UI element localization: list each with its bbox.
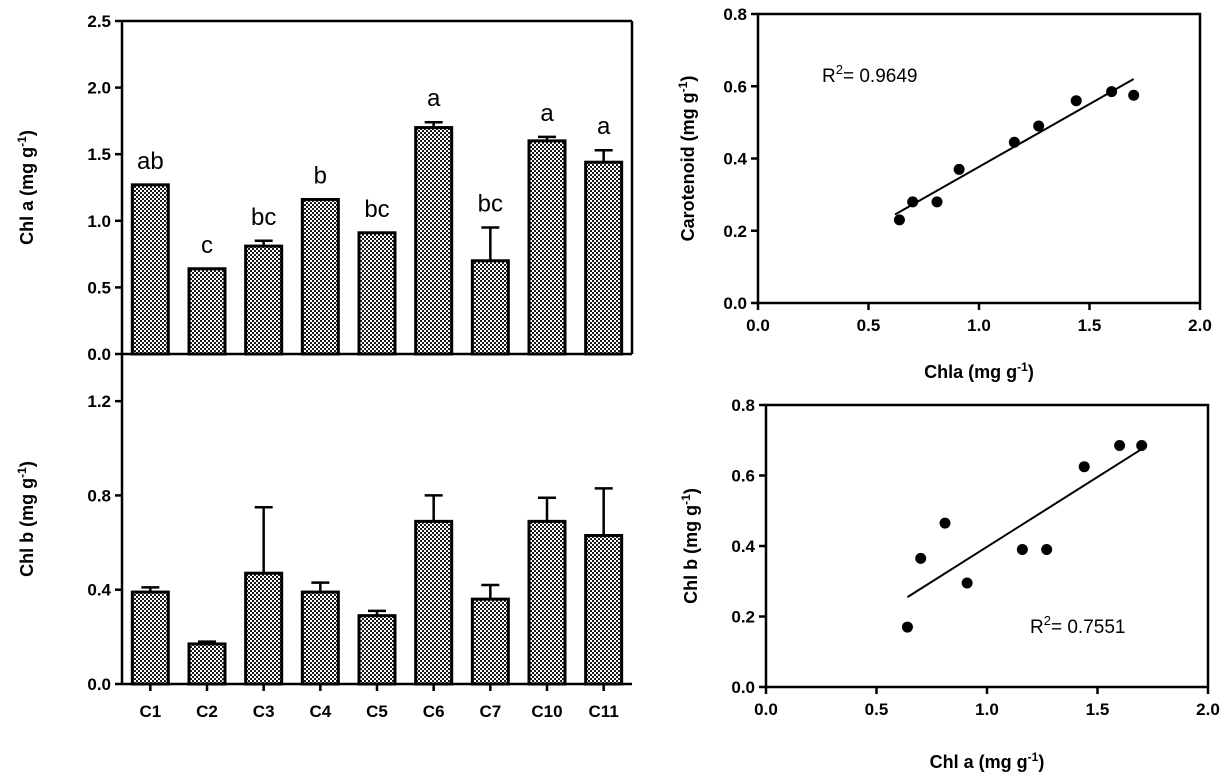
chlb-bar-chart: 0.0 0.4 0.8 1.2 C1 C2 C3 C4 C5 C6 C7 C10 C11 Chl b (m… — [15, 354, 632, 721]
data-point — [953, 163, 965, 175]
y-axis-title: Chl b (mg g-1) — [15, 461, 37, 577]
y-tick-label: 0.0 — [87, 345, 111, 364]
x-tick-label: 2.0 — [1188, 316, 1212, 335]
y-tick-label: 0.6 — [731, 467, 755, 486]
data-point — [1041, 544, 1053, 556]
r-squared-label: R2= 0.9649 — [822, 62, 917, 87]
significance-letter: a — [597, 113, 611, 140]
y-tick-label: 1.0 — [87, 212, 111, 231]
y-tick-label: 1.5 — [87, 145, 111, 164]
y-tick-label: 0.2 — [723, 222, 747, 241]
data-point — [901, 621, 913, 633]
x-tick-label: 1.0 — [967, 316, 991, 335]
category-label: C7 — [479, 702, 501, 721]
r-squared-label: R2= 0.7551 — [1030, 613, 1125, 638]
y-tick-label: 0.8 — [723, 5, 747, 24]
y-tick-label: 0.0 — [731, 678, 755, 697]
data-point — [1078, 461, 1090, 473]
plot-frame — [756, 12, 1202, 305]
bar — [187, 267, 227, 356]
category-label: C6 — [423, 702, 445, 721]
y-tick-label: 1.2 — [87, 392, 111, 411]
category-label: C3 — [253, 702, 275, 721]
data-point — [1016, 544, 1028, 556]
bar — [130, 590, 170, 686]
bar — [300, 197, 340, 356]
x-tick-label: 0.5 — [865, 700, 889, 719]
y-tick-label: 0.5 — [87, 278, 111, 297]
bar — [584, 534, 624, 686]
category-label: C10 — [531, 702, 562, 721]
y-tick-label: 0.0 — [87, 675, 111, 694]
significance-letter: bc — [364, 196, 389, 223]
y-tick-label: 0.6 — [723, 77, 747, 96]
bar — [414, 519, 454, 686]
bar — [470, 259, 510, 356]
bar — [187, 642, 227, 686]
bar — [130, 183, 170, 356]
significance-letter: a — [540, 100, 554, 127]
y-tick-label: 0.4 — [723, 150, 747, 169]
data-point — [1136, 440, 1148, 452]
y-tick-label: 0.4 — [731, 537, 755, 556]
y-axis-title: Carotenoid (mg g-1) — [676, 76, 698, 242]
category-label: C2 — [196, 702, 218, 721]
data-point — [1070, 95, 1082, 107]
data-point — [893, 214, 905, 226]
data-point — [1114, 440, 1126, 452]
bar — [414, 126, 454, 356]
chlb-scatter-chart: 0.0 0.2 0.4 0.6 0.8 0.0 0.5 1.0 1.5 2.0 R2= 0.7551… — [679, 396, 1220, 772]
bar — [244, 571, 284, 686]
data-point — [961, 577, 973, 589]
significance-letter: bc — [478, 190, 503, 217]
y-tick-label: 2.5 — [87, 12, 111, 31]
x-tick-label: 0.0 — [754, 700, 778, 719]
category-label: C11 — [589, 702, 619, 721]
x-tick-label: 1.5 — [1086, 700, 1110, 719]
x-tick-label: 0.5 — [857, 316, 881, 335]
x-axis-title: Chla (mg g-1) — [924, 360, 1034, 382]
bar — [300, 590, 340, 686]
data-point — [915, 552, 927, 564]
significance-letter: c — [201, 232, 213, 259]
carotenoid-scatter-chart: 0.0 0.2 0.4 0.6 0.8 0.0 0.5 1.0 1.5 2.0 R2= 0.9649… — [676, 5, 1212, 382]
category-label: C1 — [139, 702, 161, 721]
y-tick-label: 0.8 — [87, 486, 111, 505]
x-tick-label: 1.0 — [975, 700, 999, 719]
y-axis-title: Chl b (mg g-1) — [679, 488, 701, 604]
y-tick-label: 0.4 — [87, 581, 111, 600]
regression-line — [906, 448, 1143, 598]
bar — [244, 244, 284, 356]
x-axis-title: Chl a (mg g-1) — [930, 750, 1045, 772]
x-tick-label: 1.5 — [1078, 316, 1102, 335]
significance-letter: a — [427, 85, 441, 112]
bar — [470, 597, 510, 686]
bar — [357, 231, 397, 356]
data-point — [939, 517, 951, 529]
category-label: C4 — [309, 702, 331, 721]
y-tick-label: 2.0 — [87, 79, 111, 98]
data-point — [1008, 136, 1020, 148]
category-label: C5 — [366, 702, 388, 721]
significance-letter: bc — [251, 204, 276, 231]
significance-letter: b — [314, 162, 327, 189]
y-tick-label: 0.8 — [731, 396, 755, 415]
data-point — [907, 196, 919, 208]
data-point — [1106, 86, 1118, 98]
x-tick-label: 0.0 — [746, 316, 770, 335]
x-tick-label: 2.0 — [1196, 700, 1220, 719]
y-tick-label: 0.0 — [723, 294, 747, 313]
data-point — [931, 196, 943, 208]
bar — [527, 139, 567, 356]
significance-letter: ab — [137, 148, 164, 175]
y-tick-label: 0.2 — [731, 608, 755, 627]
bar — [527, 519, 567, 686]
data-point — [1033, 120, 1045, 132]
bar — [357, 614, 397, 686]
y-axis-title: Chl a (mg g-1) — [15, 130, 37, 245]
data-point — [1128, 89, 1140, 101]
bar — [584, 160, 624, 356]
